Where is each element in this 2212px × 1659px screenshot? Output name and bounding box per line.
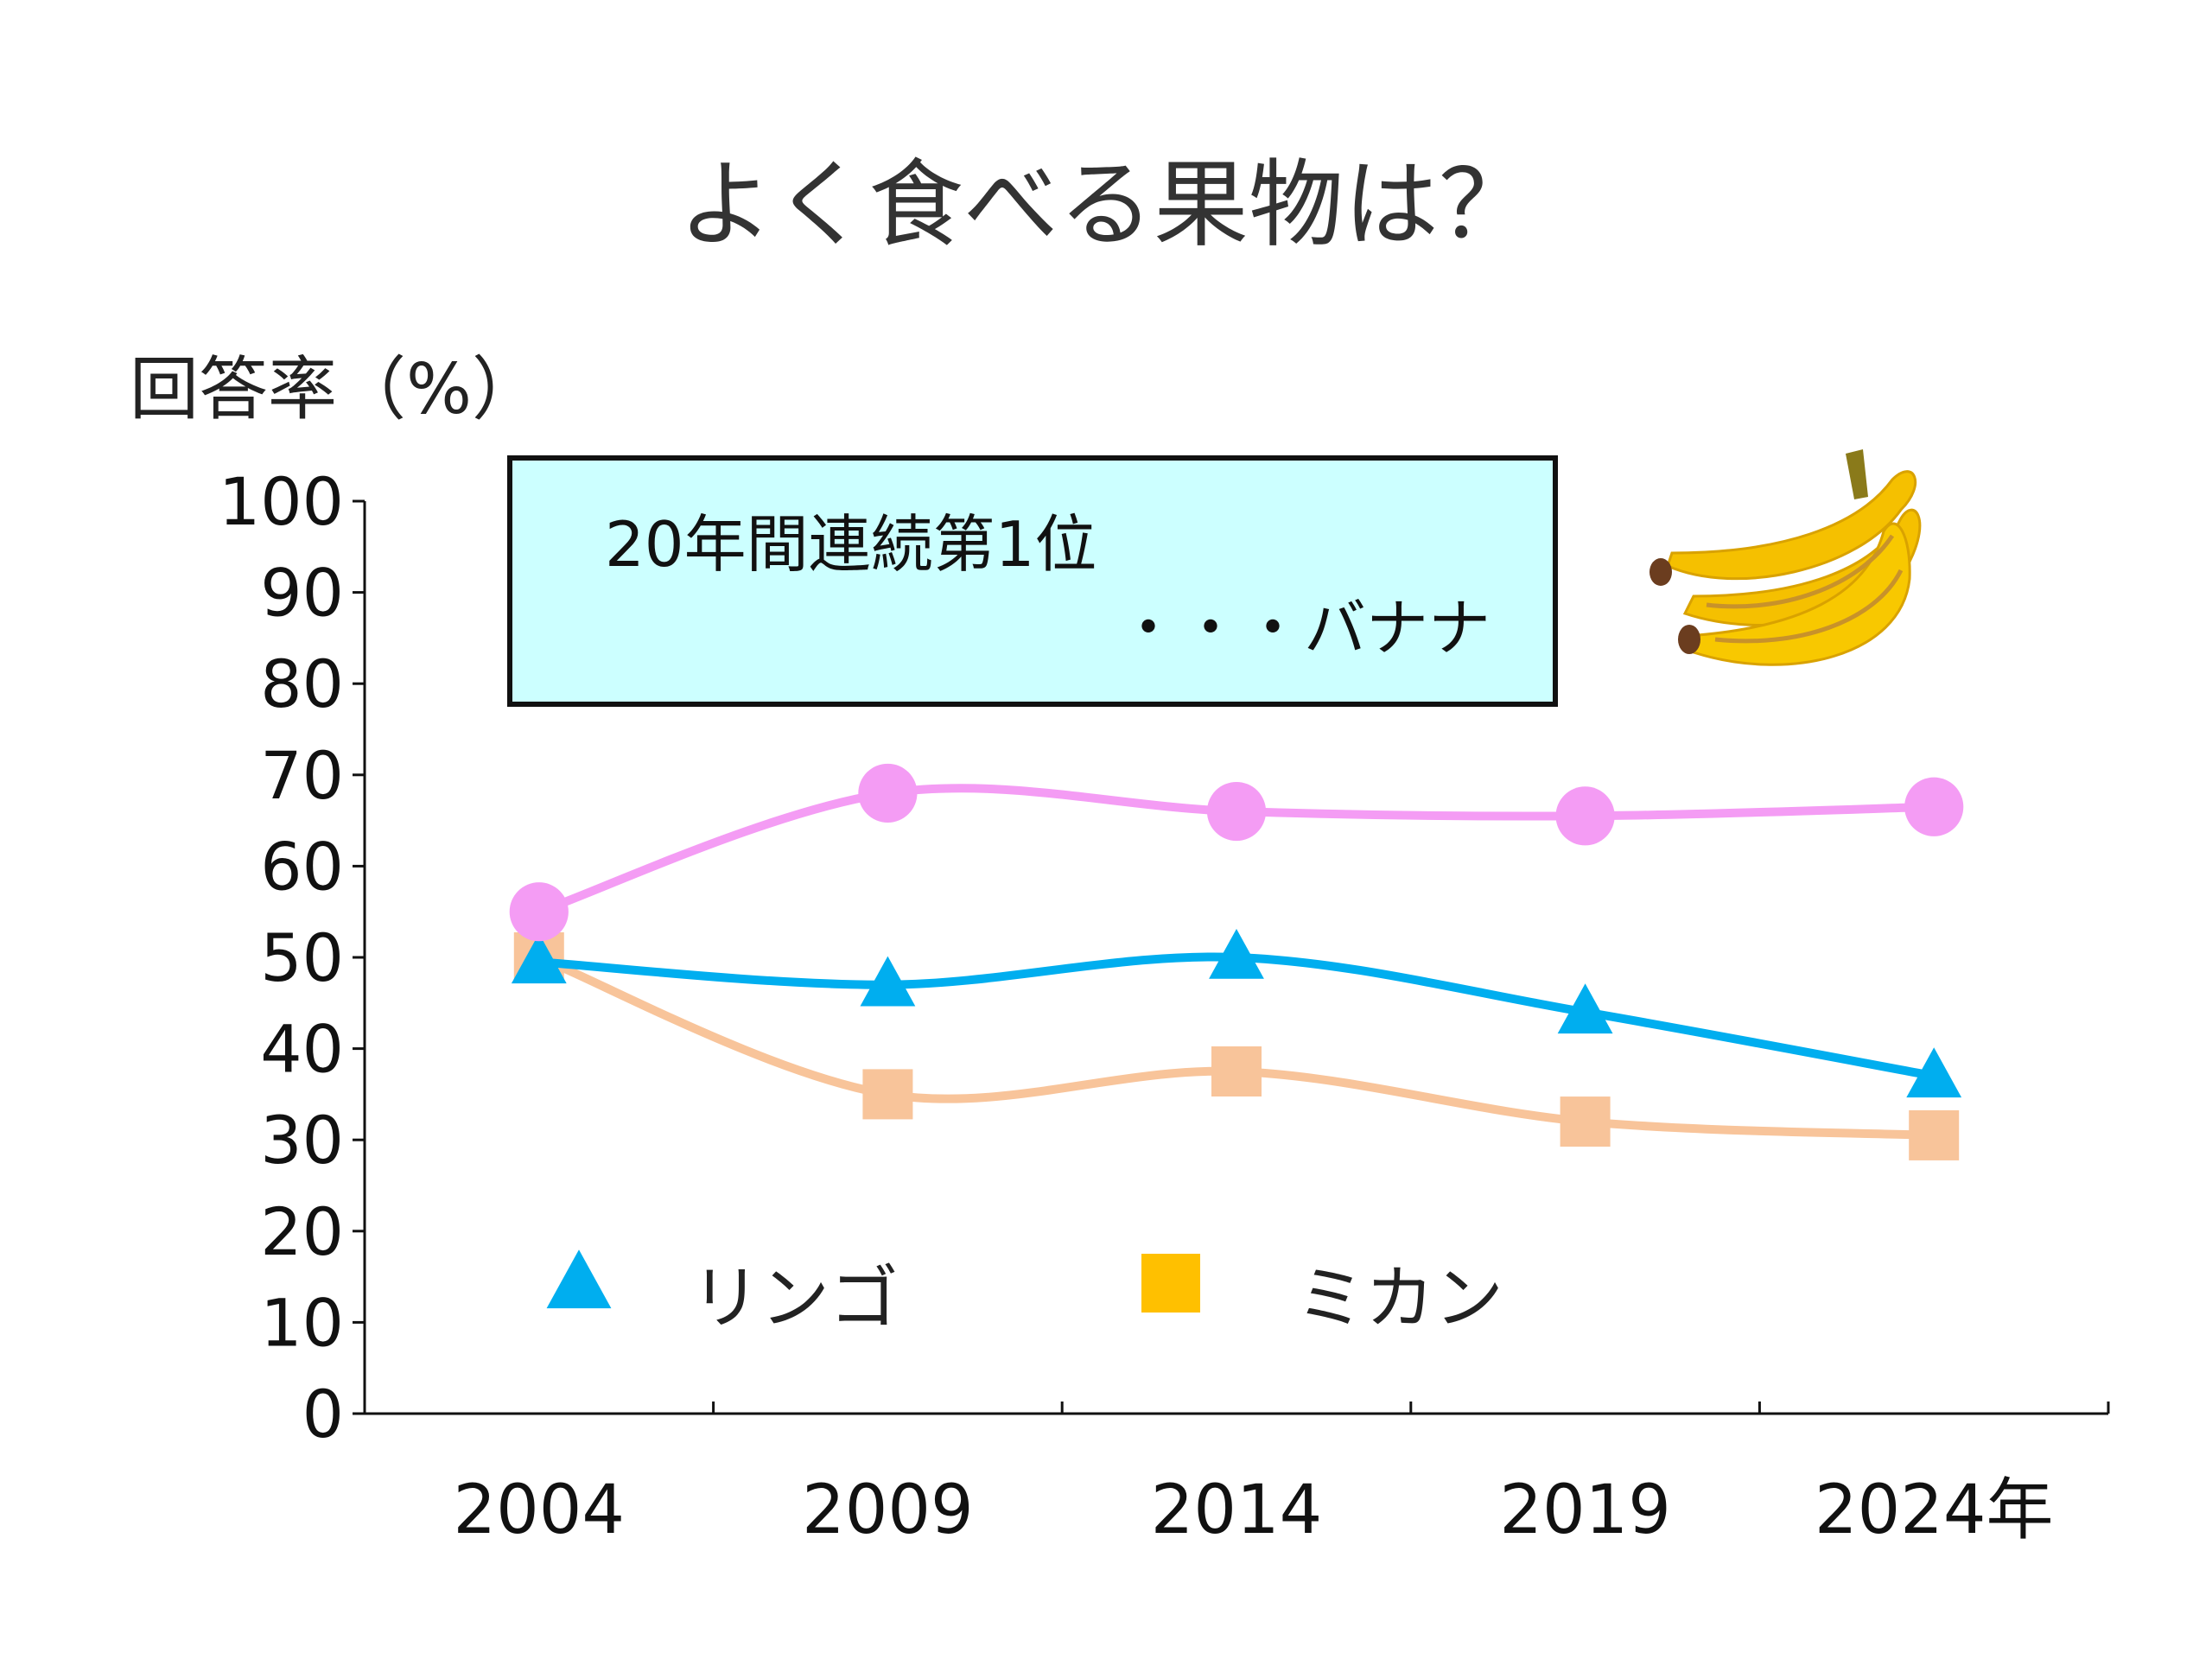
data-point <box>860 956 916 1007</box>
y-tick-label: 10 <box>260 1284 344 1361</box>
data-point <box>1211 1046 1262 1096</box>
y-tick-label: 70 <box>260 737 344 814</box>
x-tick-label: 2009 <box>802 1471 974 1549</box>
legend-marker <box>546 1249 612 1309</box>
data-point <box>858 763 918 823</box>
y-tick-label: 40 <box>260 1011 344 1088</box>
x-tick-label: 2014 <box>1151 1471 1323 1549</box>
y-tick-label: 60 <box>260 828 344 905</box>
data-point <box>509 882 569 942</box>
data-point <box>1904 777 1964 836</box>
y-tick-label: 50 <box>260 919 344 996</box>
data-point <box>1209 928 1264 979</box>
legend-marker <box>1141 1254 1200 1313</box>
callout-background <box>507 455 1558 707</box>
data-point <box>1906 1047 1962 1098</box>
series-circle <box>509 763 1964 942</box>
callout-box: 20年間連続第1位 ・・・バナナ <box>507 455 1558 707</box>
data-point <box>1557 983 1613 1034</box>
data-point <box>1206 781 1267 842</box>
y-tick-label: 0 <box>302 1376 344 1452</box>
chart-title: よく食べる果物は？ <box>678 149 1534 260</box>
y-tick-label: 100 <box>219 463 344 540</box>
y-axis-label: 回答率（%） <box>130 349 541 429</box>
data-point <box>1560 1096 1611 1147</box>
legend: リンゴ ミカン <box>546 1249 1503 1338</box>
data-point <box>1909 1109 1960 1160</box>
legend-label: ミカン <box>1296 1258 1503 1338</box>
data-point <box>862 1069 913 1120</box>
data-point <box>511 933 567 984</box>
series-line <box>534 953 1939 1140</box>
y-ticks: 0 10 20 30 40 50 60 70 80 90 100 <box>219 463 365 1452</box>
x-tick-label: 2019 <box>1499 1471 1671 1549</box>
y-tick-label: 30 <box>260 1102 344 1179</box>
series-triangle <box>511 928 1962 1098</box>
banana-icon <box>1649 449 1922 666</box>
x-tick-label: 2024年 <box>1815 1471 2054 1549</box>
data-point <box>1555 786 1615 846</box>
series-layer <box>509 763 1964 1160</box>
y-tick-label: 90 <box>260 555 344 632</box>
y-tick-label: 20 <box>260 1193 344 1270</box>
x-tick-label: 2004 <box>454 1471 626 1549</box>
callout-line-1: 20年間連続第1位 <box>605 508 1096 581</box>
y-tick-label: 80 <box>260 645 344 722</box>
legend-label: リンゴ <box>691 1258 899 1338</box>
x-ticks: 2004 2009 2014 2019 2024年 <box>454 1402 2110 1549</box>
callout-line-2: ・・・バナナ <box>1117 592 1491 664</box>
